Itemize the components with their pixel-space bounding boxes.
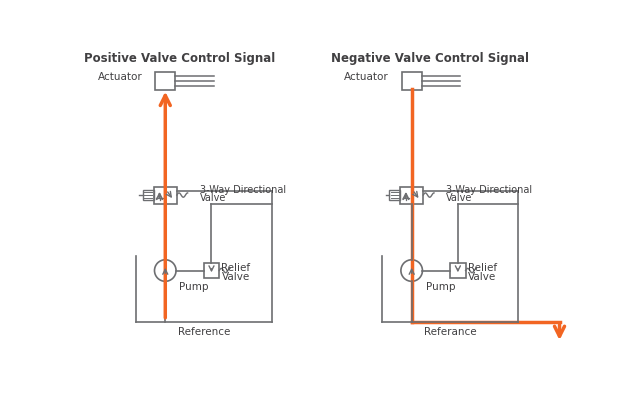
Text: Reference: Reference [178,326,230,336]
Text: Referance: Referance [424,326,477,336]
Text: 3-Way Directional: 3-Way Directional [200,184,286,194]
Text: Pump: Pump [425,281,455,291]
Bar [155,73,175,91]
Text: Valve: Valve [446,193,473,203]
Bar [402,73,422,91]
Text: Actuator: Actuator [97,72,142,82]
Text: 3-Way Directional: 3-Way Directional [446,184,532,194]
Text: Valve: Valve [468,271,496,282]
Text: Pump: Pump [179,281,209,291]
Text: Negative Valve Control Signal: Negative Valve Control Signal [331,52,529,65]
Text: Positive Valve Control Signal: Positive Valve Control Signal [85,52,276,65]
Bar [204,263,219,279]
Bar [389,190,400,201]
Bar [450,263,466,279]
Text: Actuator: Actuator [344,72,389,82]
Text: Valve: Valve [200,193,226,203]
Text: Relief: Relief [221,262,251,272]
Bar [400,187,423,204]
Text: Valve: Valve [221,271,250,282]
Bar [154,187,177,204]
Bar [143,190,154,201]
Text: Relief: Relief [468,262,497,272]
